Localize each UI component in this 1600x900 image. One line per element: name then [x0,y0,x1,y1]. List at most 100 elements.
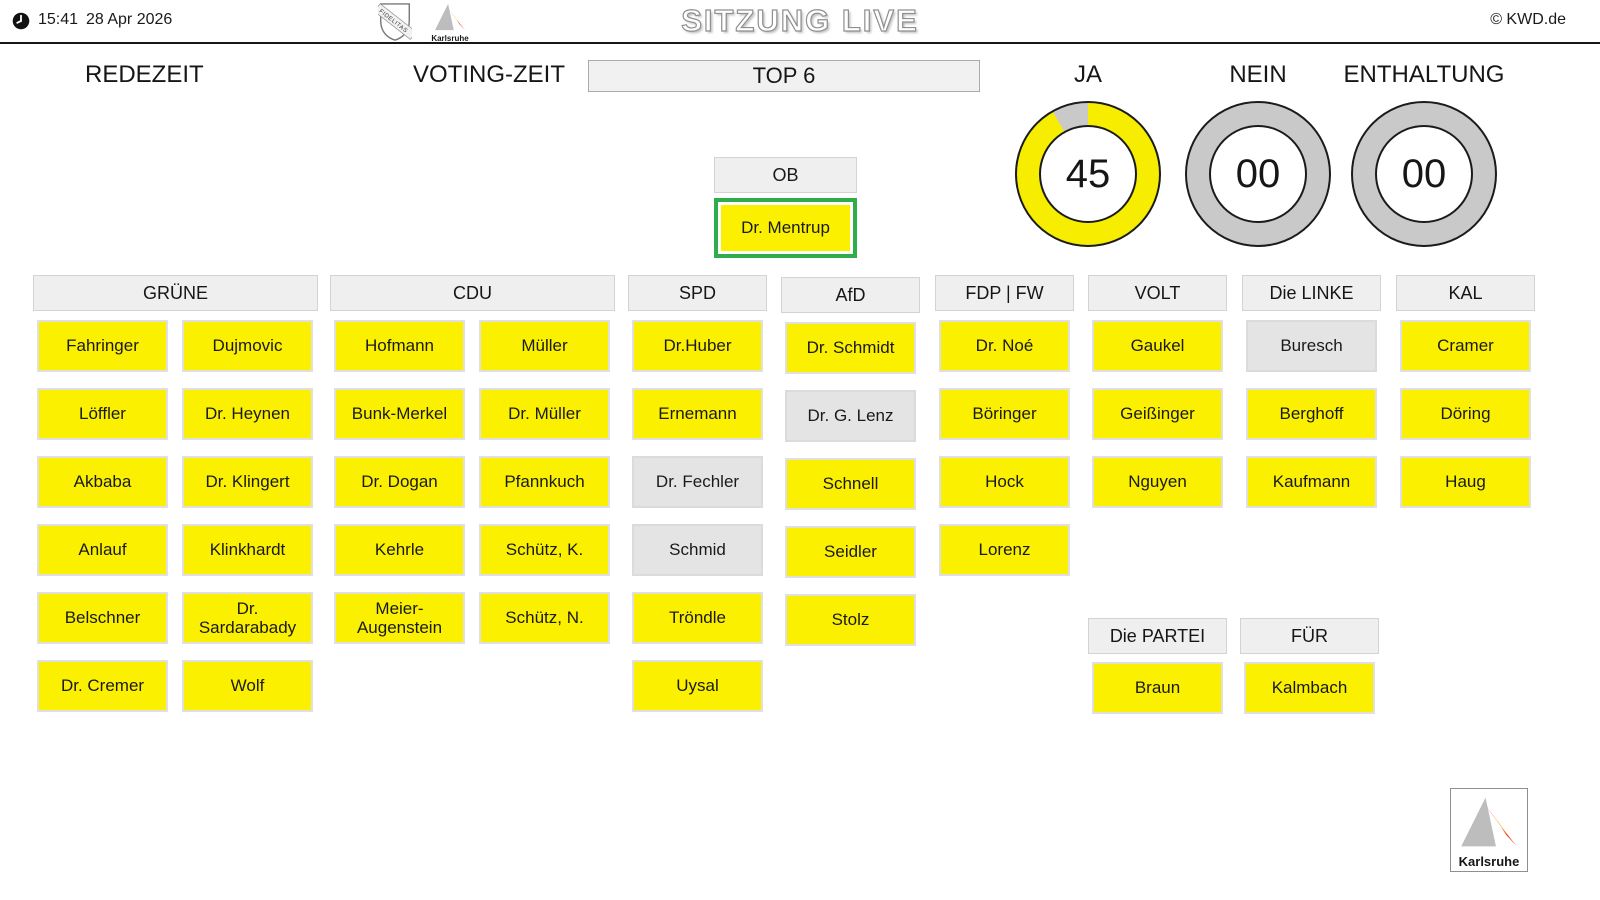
copyright: © KWD.de [1490,11,1566,28]
party-linke: Die LINKE Buresch Berghoff Kaufmann [1242,275,1381,508]
member-seat[interactable]: Schütz, N. [479,592,610,644]
gauge-ja-ring: 45 [1015,101,1161,247]
party-members: Gaukel Geißinger Nguyen [1088,320,1227,508]
member-seat[interactable]: Anlauf [37,524,168,576]
member-seat[interactable]: Dr. Noé [939,320,1070,372]
chair-seat[interactable]: Dr. Mentrup [714,198,857,258]
party-header: Die PARTEI [1088,618,1227,654]
member-seat[interactable]: Dr. Klingert [182,456,313,508]
party-volt: VOLT Gaukel Geißinger Nguyen [1088,275,1227,508]
member-seat[interactable]: Berghoff [1246,388,1377,440]
current-time: 15:41 [38,11,79,28]
party-kal: KAL Cramer Döring Haug [1396,275,1535,508]
party-cdu: CDU Hofmann Müller Bunk-Merkel Dr. Müller Dr.… [330,275,615,644]
party-gruene: GRÜNE Fahringer Dujmovic Löffler Dr. Heynen A… [33,275,318,712]
karlsruhe-pyramid-icon [1461,797,1517,847]
app-title: SITZUNG LIVE [681,2,919,38]
party-members: Dr. Noé Böringer Hock Lorenz [935,320,1074,576]
member-seat[interactable]: Geißinger [1092,388,1223,440]
member-seat[interactable]: Löffler [37,388,168,440]
gauge-enthaltung-label: ENTHALTUNG [1343,61,1505,88]
member-seat[interactable]: Stolz [785,594,916,646]
member-seat[interactable]: Bunk-Merkel [334,388,465,440]
member-seat[interactable]: Wolf [182,660,313,712]
party-partei: Die PARTEI Braun [1088,618,1227,714]
party-header: FDP | FW [935,275,1074,311]
member-seat[interactable]: Seidler [785,526,916,578]
member-seat[interactable]: Ernemann [632,388,763,440]
karlsruhe-logo-label: Karlsruhe [1458,854,1520,869]
party-members: Dr. Schmidt Dr. G. Lenz Schnell Seidler Stol… [781,322,920,646]
member-seat[interactable]: Schmid [632,524,763,576]
party-header: VOLT [1088,275,1227,311]
member-seat[interactable]: Dr. Schmidt [785,322,916,374]
party-header: Die LINKE [1242,275,1381,311]
party-header: GRÜNE [33,275,318,311]
party-fdp: FDP | FW Dr. Noé Böringer Hock Lorenz [935,275,1074,576]
karlsruhe-pyramid-icon [435,3,465,31]
member-seat[interactable]: Akbaba [37,456,168,508]
member-seat[interactable]: Schnell [785,458,916,510]
member-seat[interactable]: Dr. G. Lenz [785,390,916,442]
top-bar: 15:41 28 Apr 2026 FIDELITAS Karlsruhe SI… [0,0,1600,44]
member-seat[interactable]: Hofmann [334,320,465,372]
member-seat[interactable]: Dujmovic [182,320,313,372]
member-seat[interactable]: Pfannkuch [479,456,610,508]
member-seat[interactable]: Dr. Müller [479,388,610,440]
current-date: 28 Apr 2026 [86,11,173,28]
gauge-nein-ring: 00 [1185,101,1331,247]
member-seat[interactable]: Lorenz [939,524,1070,576]
party-members: Fahringer Dujmovic Löffler Dr. Heynen Akbaba… [33,320,318,712]
party-header: FÜR [1240,618,1379,654]
redezeit-label: REDEZEIT [85,61,204,88]
member-seat[interactable]: Dr. Heynen [182,388,313,440]
member-seat[interactable]: Kehrle [334,524,465,576]
clock-icon [12,12,30,30]
karlsruhe-logo-top: Karlsruhe [428,2,472,43]
member-seat[interactable]: Döring [1400,388,1531,440]
member-seat[interactable]: Dr. Sardarabady [182,592,313,644]
member-seat[interactable]: Buresch [1246,320,1377,372]
member-seat[interactable]: Müller [479,320,610,372]
member-seat[interactable]: Dr. Cremer [37,660,168,712]
member-seat[interactable]: Tröndle [632,592,763,644]
gauge-enthaltung-value: 00 [1375,125,1473,223]
party-members: Cramer Döring Haug [1396,320,1535,508]
member-seat[interactable]: Fahringer [37,320,168,372]
gauge-nein-value: 00 [1209,125,1307,223]
party-spd: SPD Dr.Huber Ernemann Dr. Fechler Schmid Trön… [628,275,767,712]
voting-zeit-label: VOTING-ZEIT [413,61,565,88]
member-seat[interactable]: Gaukel [1092,320,1223,372]
party-fuer: FÜR Kalmbach [1240,618,1379,714]
party-header: KAL [1396,275,1535,311]
member-seat[interactable]: Haug [1400,456,1531,508]
member-seat[interactable]: Meier-Augenstein [334,592,465,644]
agenda-top-field[interactable]: TOP 6 [588,60,980,92]
party-members: Kalmbach [1240,662,1379,714]
member-seat[interactable]: Cramer [1400,320,1531,372]
member-seat[interactable]: Klinkhardt [182,524,313,576]
party-afd: AfD Dr. Schmidt Dr. G. Lenz Schnell Seidler S… [781,277,920,646]
gauge-ja-value: 45 [1039,125,1137,223]
city-crest-icon: FIDELITAS [378,3,412,41]
member-seat[interactable]: Dr.Huber [632,320,763,372]
member-seat[interactable]: Hock [939,456,1070,508]
gauge-nein-label: NEIN [1229,61,1287,88]
party-members: Buresch Berghoff Kaufmann [1242,320,1381,508]
member-seat[interactable]: Dr. Fechler [632,456,763,508]
member-seat[interactable]: Dr. Dogan [334,456,465,508]
gauge-ja-label: JA [1073,61,1103,88]
member-seat[interactable]: Uysal [632,660,763,712]
party-members: Braun [1088,662,1227,714]
member-seat[interactable]: Belschner [37,592,168,644]
gauge-enthaltung-ring: 00 [1351,101,1497,247]
member-seat[interactable]: Kalmbach [1244,662,1375,714]
member-seat[interactable]: Nguyen [1092,456,1223,508]
member-seat[interactable]: Böringer [939,388,1070,440]
party-header: CDU [330,275,615,311]
member-seat[interactable]: Braun [1092,662,1223,714]
member-seat[interactable]: Schütz, K. [479,524,610,576]
party-header: AfD [781,277,920,313]
member-seat[interactable]: Kaufmann [1246,456,1377,508]
